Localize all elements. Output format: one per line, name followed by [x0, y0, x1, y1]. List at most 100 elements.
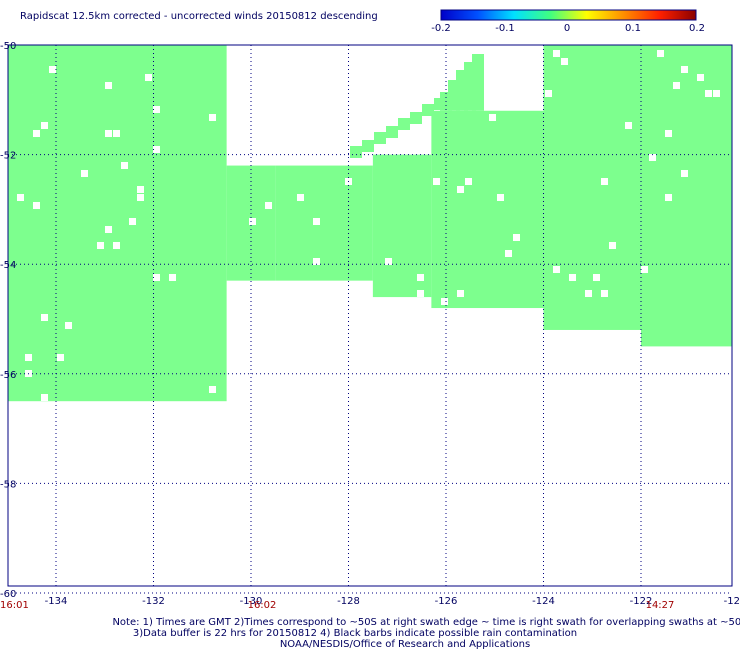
swath-cell: [398, 118, 410, 130]
y-tick-labels: -50 -52 -54 -56 -58 -60: [0, 41, 16, 600]
missing-cell: [553, 266, 560, 273]
x-tick-label: -128: [337, 596, 360, 607]
missing-cell: [65, 322, 72, 329]
missing-cell: [553, 50, 560, 57]
swath-cell: [350, 146, 362, 158]
missing-cell: [57, 354, 64, 361]
time-labels: 16:01 16:02 14:27: [0, 600, 674, 611]
missing-cell: [81, 170, 88, 177]
missing-cell: [417, 274, 424, 281]
colorbar-tick-label: 0.1: [625, 23, 641, 34]
missing-cell: [457, 290, 464, 297]
missing-cell: [313, 218, 320, 225]
x-tick-label: -124: [532, 596, 555, 607]
missing-cell: [545, 90, 552, 97]
y-tick-label: -56: [0, 370, 16, 381]
missing-cell: [705, 90, 712, 97]
missing-cell: [417, 290, 424, 297]
x-tick-labels: -134 -132 -130 -128 -126 -124 -122 -12: [45, 596, 740, 607]
missing-cell: [209, 386, 216, 393]
missing-cell: [665, 130, 672, 137]
swath-cell: [434, 98, 446, 110]
swath-cell: [472, 54, 484, 111]
missing-cell: [25, 354, 32, 361]
colorbar-tick-label: 0.2: [689, 23, 705, 34]
missing-cell: [457, 186, 464, 193]
grid: [7, 44, 733, 594]
missing-cell: [209, 114, 216, 121]
x-tick-label: -132: [142, 596, 165, 607]
y-tick-label: -54: [0, 260, 16, 271]
missing-cell: [441, 298, 448, 305]
missing-cell: [105, 130, 112, 137]
chart-title: Rapidscat 12.5km corrected - uncorrected…: [20, 11, 378, 22]
missing-cell: [17, 194, 24, 201]
swath-cell: [410, 112, 422, 124]
missing-cell: [713, 90, 720, 97]
missing-cell: [649, 154, 656, 161]
swath-cell: [275, 165, 373, 281]
missing-cell: [265, 202, 272, 209]
swath-cell: [374, 132, 386, 144]
missing-cell: [33, 130, 40, 137]
missing-cell: [41, 122, 48, 129]
missing-cell: [505, 250, 512, 257]
time-label: 16:02: [248, 600, 277, 611]
missing-cell: [641, 266, 648, 273]
missing-cell: [385, 258, 392, 265]
missing-cell: [153, 146, 160, 153]
missing-cell: [41, 394, 48, 401]
missing-cell: [313, 258, 320, 265]
note-line-1: Note: 1) Times are GMT 2)Times correspon…: [112, 617, 740, 628]
colorbar-gradient: [440, 9, 697, 21]
missing-cell: [593, 274, 600, 281]
y-tick-label: -50: [0, 41, 16, 52]
colorbar-tick-label: -0.1: [495, 23, 515, 34]
missing-cell: [249, 218, 256, 225]
colorbar-tick-label: 0: [564, 23, 570, 34]
missing-cell: [497, 194, 504, 201]
x-tick-label: -130: [240, 596, 263, 607]
missing-cell: [105, 226, 112, 233]
missing-cell: [153, 106, 160, 113]
time-label: 16:01: [0, 600, 29, 611]
swath-cell: [362, 140, 374, 152]
missing-cell: [665, 194, 672, 201]
colorbar: -0.2 -0.1 0 0.1 0.2: [431, 9, 705, 34]
missing-cell: [137, 186, 144, 193]
x-tick-label: -126: [435, 596, 458, 607]
missing-cell: [561, 58, 568, 65]
missing-cell: [697, 74, 704, 81]
x-tick-label: -134: [45, 596, 68, 607]
missing-cell: [569, 274, 576, 281]
y-tick-label: -58: [0, 479, 16, 490]
missing-cell: [585, 290, 592, 297]
missing-cell: [113, 130, 120, 137]
missing-cell: [129, 218, 136, 225]
swath-cell: [543, 45, 641, 330]
swath-cell: [8, 45, 227, 402]
time-label: 14:27: [646, 600, 675, 611]
missing-cell: [489, 114, 496, 121]
missing-cell: [673, 82, 680, 89]
missing-cell: [113, 242, 120, 249]
missing-cell: [33, 202, 40, 209]
missing-cell: [601, 178, 608, 185]
missing-cell: [153, 274, 160, 281]
swath-cell: [372, 154, 432, 298]
missing-cell: [169, 274, 176, 281]
y-tick-label: -52: [0, 151, 16, 162]
y-tick-label: -60: [0, 589, 16, 600]
x-tick-label: -122: [630, 596, 653, 607]
note-line-2: 3)Data buffer is 22 hrs for 20150812 4) …: [133, 628, 577, 639]
missing-cell: [49, 66, 56, 73]
missing-cell: [297, 194, 304, 201]
wind-swath: [8, 45, 732, 402]
missing-cell: [137, 194, 144, 201]
swath-cell: [431, 110, 544, 309]
missing-cell: [513, 234, 520, 241]
missing-cell: [97, 242, 104, 249]
missing-cell: [681, 66, 688, 73]
missing-cell: [601, 290, 608, 297]
